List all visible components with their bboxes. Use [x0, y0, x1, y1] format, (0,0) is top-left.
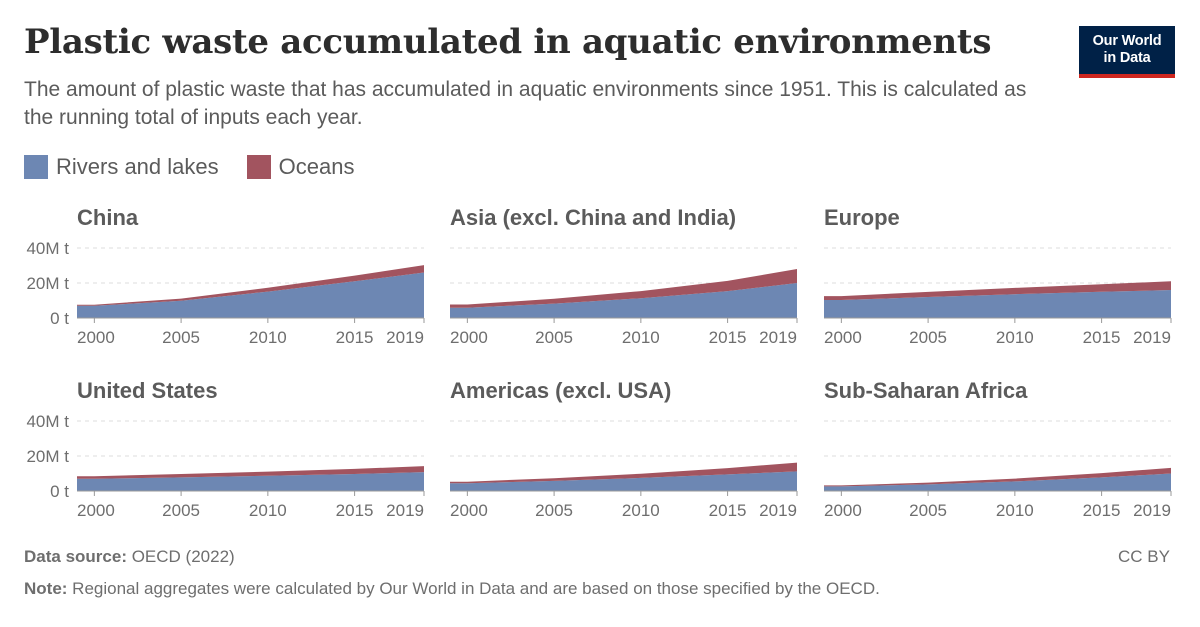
panel-sub-saharan-africa: Sub-Saharan Africa 2000 2005 2010 2015 2019: [824, 378, 1172, 520]
owid-logo[interactable]: Our World in Data: [1079, 26, 1175, 78]
chart-title: Plastic waste accumulated in aquatic env…: [24, 22, 992, 62]
x-tick-label: 2015: [336, 501, 374, 520]
x-tick-label: 2019: [1133, 328, 1171, 347]
x-tick-label: 2005: [162, 501, 200, 520]
x-tick-label: 2019: [1133, 501, 1171, 520]
x-tick-label: 2000: [824, 501, 862, 520]
y-tick-label: 0 t: [50, 482, 69, 501]
x-tick-label: 2010: [249, 501, 287, 520]
panel-title-united-states: United States: [77, 378, 218, 403]
area-rivers-and-lakes-china[interactable]: [77, 272, 424, 319]
chart-note: Note: Regional aggregates were calculate…: [24, 579, 880, 599]
area-oceans-united-states[interactable]: [77, 466, 424, 479]
x-tick-label: 2019: [386, 328, 424, 347]
panel-united-states: United States 0 t 20M t 40M t 2000 2005 2010 20…: [26, 378, 425, 520]
legend-swatch-rivers: [24, 155, 48, 179]
license[interactable]: CC BY: [1118, 547, 1170, 566]
x-tick-label: 2005: [162, 328, 200, 347]
panel-china: China 0 t 20M t 40M t 2000 2005 2010 2015 2019: [26, 205, 425, 347]
note-label: Note:: [24, 579, 68, 598]
area-rivers-and-lakes-asia-excl-china-and-india[interactable]: [450, 283, 797, 318]
panel-americas-excl-usa: Americas (excl. USA) 2000 2005 2010 2015 2019: [450, 378, 798, 520]
chart-subtitle: The amount of plastic waste that has acc…: [24, 78, 1027, 129]
y-tick-label: 40M t: [26, 239, 69, 258]
x-tick-label: 2000: [824, 328, 862, 347]
x-tick-label: 2019: [759, 328, 797, 347]
area-rivers-and-lakes-americas-excl-usa[interactable]: [450, 471, 797, 491]
panel-title-sub-saharan-africa: Sub-Saharan Africa: [824, 378, 1028, 403]
logo-line-2: in Data: [1103, 50, 1151, 66]
area-rivers-and-lakes-europe[interactable]: [824, 290, 1171, 318]
x-tick-label: 2005: [535, 501, 573, 520]
panel-title-asia-excl-china-and-india: Asia (excl. China and India): [450, 205, 736, 230]
x-tick-label: 2010: [996, 328, 1034, 347]
x-tick-label: 2015: [336, 328, 374, 347]
legend: Rivers and lakes Oceans: [24, 154, 354, 180]
panel-title-china: China: [77, 205, 139, 230]
note-text: Regional aggregates were calculated by O…: [67, 579, 880, 598]
x-tick-label: 2010: [996, 501, 1034, 520]
legend-label-oceans: Oceans: [278, 154, 355, 179]
area-rivers-and-lakes-united-states[interactable]: [77, 472, 424, 491]
panel-asia-excl-china-and-india: Asia (excl. China and India) 2000 2005 2010…: [450, 205, 798, 347]
x-tick-label: 2000: [450, 501, 488, 520]
panel-title-europe: Europe: [824, 205, 900, 230]
x-tick-label: 2000: [450, 328, 488, 347]
source-text[interactable]: OECD (2022): [126, 547, 235, 566]
x-tick-label: 2015: [709, 328, 747, 347]
y-tick-label: 40M t: [26, 412, 69, 431]
x-tick-label: 2010: [622, 501, 660, 520]
x-tick-label: 2015: [1083, 328, 1121, 347]
y-tick-label: 20M t: [26, 274, 69, 293]
source-label: Data source:: [24, 547, 127, 566]
y-tick-label: 20M t: [26, 447, 69, 466]
data-source: Data source: OECD (2022): [24, 547, 235, 567]
legend-label-rivers: Rivers and lakes: [56, 154, 219, 179]
x-tick-label: 2015: [709, 501, 747, 520]
x-tick-label: 2005: [909, 328, 947, 347]
x-tick-label: 2000: [77, 328, 115, 347]
legend-swatch-oceans: [246, 155, 271, 179]
x-tick-label: 2005: [535, 328, 573, 347]
legend-item-oceans[interactable]: Oceans: [246, 154, 355, 180]
x-tick-label: 2015: [1083, 501, 1121, 520]
x-tick-label: 2010: [249, 328, 287, 347]
x-tick-label: 2005: [909, 501, 947, 520]
area-oceans-americas-excl-usa[interactable]: [450, 462, 797, 484]
area-oceans-asia-excl-china-and-india[interactable]: [450, 269, 797, 308]
x-tick-label: 2019: [386, 501, 424, 520]
x-tick-label: 2000: [77, 501, 115, 520]
panel-title-americas-excl-usa: Americas (excl. USA): [450, 378, 671, 403]
x-tick-label: 2010: [622, 328, 660, 347]
panel-europe: Europe 2000 2005 2010 2015 2019: [824, 205, 1172, 347]
x-tick-label: 2019: [759, 501, 797, 520]
legend-item-rivers[interactable]: Rivers and lakes: [24, 154, 219, 180]
y-tick-label: 0 t: [50, 309, 69, 328]
logo-line-1: Our World: [1092, 33, 1162, 49]
area-oceans-europe[interactable]: [824, 281, 1171, 300]
area-rivers-and-lakes-sub-saharan-africa[interactable]: [824, 473, 1171, 492]
area-oceans-sub-saharan-africa[interactable]: [824, 467, 1171, 487]
